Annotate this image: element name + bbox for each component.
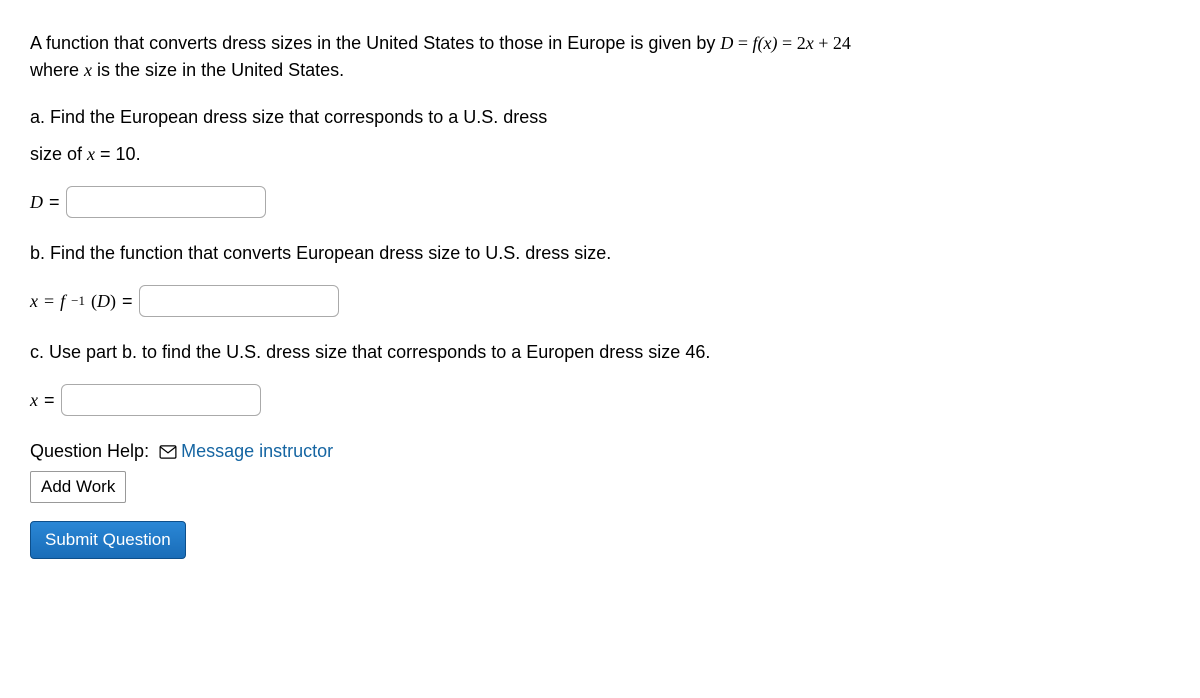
question-help-label: Question Help: xyxy=(30,438,149,465)
part-b-answer-row: x = f −1 (D) = xyxy=(30,285,1170,317)
part-a-input[interactable] xyxy=(66,186,266,218)
intro-rhs: 2x + 24 xyxy=(797,33,851,53)
part-b-eq2-label: = xyxy=(122,288,133,315)
part-c-input[interactable] xyxy=(61,384,261,416)
part-b-exp-label: −1 xyxy=(71,291,85,311)
intro-eq2: = xyxy=(778,33,797,53)
part-a-D-label: D xyxy=(30,189,43,216)
part-c-eq-label: = xyxy=(44,387,55,414)
part-b-D-label: (D) xyxy=(91,288,116,315)
part-b-f-label: f xyxy=(60,288,65,315)
part-a-line2-before: size of xyxy=(30,144,87,164)
part-b-x-label: x xyxy=(30,288,38,315)
message-instructor-text: Message instructor xyxy=(181,438,333,465)
part-a-label: a. Find the European dress size that cor… xyxy=(30,104,1170,168)
part-b-input[interactable] xyxy=(139,285,339,317)
message-instructor-link[interactable]: Message instructor xyxy=(159,438,333,465)
part-a-line2-after: = 10. xyxy=(95,144,141,164)
intro-line2-before: where xyxy=(30,60,84,80)
intro-line2-after: is the size in the United States. xyxy=(92,60,344,80)
submit-question-button[interactable]: Submit Question xyxy=(30,521,186,559)
question-help-row: Question Help: Message instructor xyxy=(30,438,1170,465)
envelope-icon xyxy=(159,445,177,459)
intro-fx: f(x) xyxy=(753,33,778,53)
part-a-line1: a. Find the European dress size that cor… xyxy=(30,104,1170,131)
intro-eq1: = xyxy=(733,33,752,53)
intro-line2-x: x xyxy=(84,60,92,80)
part-b-label: b. Find the function that converts Europ… xyxy=(30,240,1170,267)
intro-text-1: A function that converts dress sizes in … xyxy=(30,33,720,53)
part-c-x-label: x xyxy=(30,387,38,414)
part-c-answer-row: x = xyxy=(30,384,1170,416)
question-intro: A function that converts dress sizes in … xyxy=(30,30,1170,84)
part-a-line2-x: x xyxy=(87,144,95,164)
part-c-label: c. Use part b. to find the U.S. dress si… xyxy=(30,339,1170,366)
part-a-eq-label: = xyxy=(49,189,60,216)
add-work-button[interactable]: Add Work xyxy=(30,471,126,503)
part-a-answer-row: D = xyxy=(30,186,1170,218)
intro-D: D xyxy=(720,33,733,53)
part-b-eq1-label: = xyxy=(44,288,54,315)
